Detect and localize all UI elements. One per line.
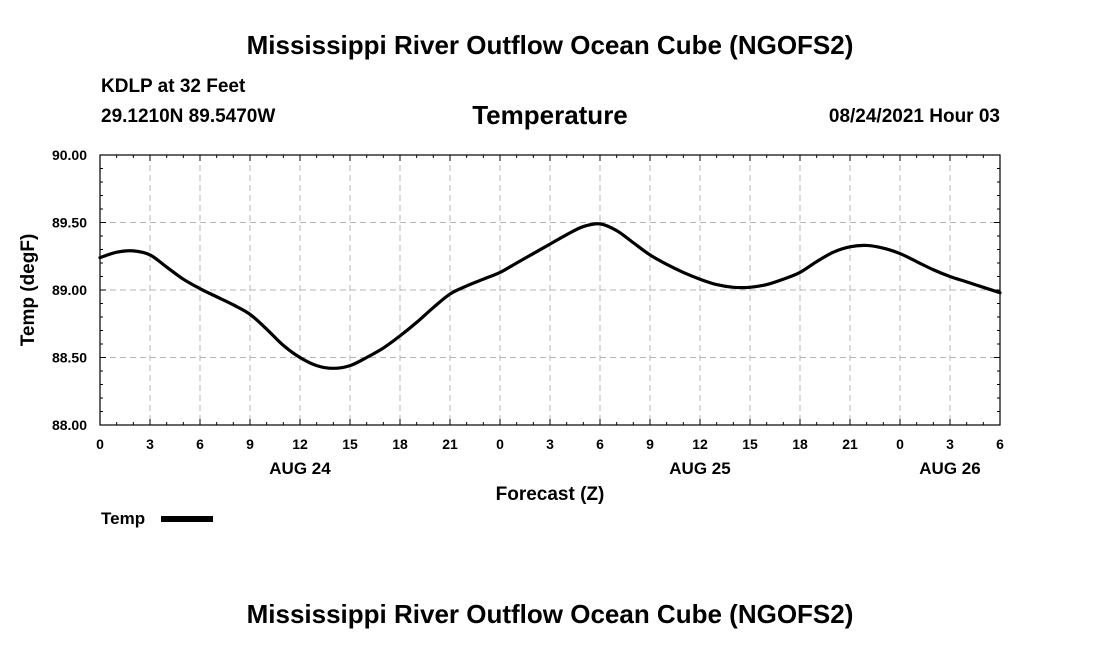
footer-title: Mississippi River Outflow Ocean Cube (NG… bbox=[246, 599, 854, 629]
axis-labels: 0 3 6 9 12 15 18 21 0 3 6 9 12 15 18 21 0 3 6 88.00 88.50 89.… bbox=[52, 147, 1004, 478]
x-tick-label: 6 bbox=[996, 436, 1004, 452]
coordinates-label: 29.1210N 89.5470W bbox=[101, 106, 276, 127]
legend-label: Temp bbox=[101, 509, 146, 528]
x-tick-label: 0 bbox=[96, 436, 104, 452]
x-tick-label: 9 bbox=[646, 436, 654, 452]
y-tick-label: 88.00 bbox=[52, 417, 87, 433]
y-tick-label: 89.50 bbox=[52, 215, 87, 231]
x-tick-label: 9 bbox=[246, 436, 254, 452]
x-tick-label: 15 bbox=[742, 436, 758, 452]
legend-swatch bbox=[161, 516, 213, 522]
x-tick-label: 21 bbox=[842, 436, 858, 452]
x-tick-label: 0 bbox=[496, 436, 504, 452]
y-tick-label: 88.50 bbox=[52, 350, 87, 366]
x-axis-title: Forecast (Z) bbox=[496, 484, 605, 505]
date-label: AUG 25 bbox=[669, 459, 730, 478]
x-tick-label: 0 bbox=[896, 436, 904, 452]
temp-series-line bbox=[98, 222, 1002, 370]
date-label: AUG 24 bbox=[269, 459, 331, 478]
datetime-label: 08/24/2021 Hour 03 bbox=[828, 106, 1000, 127]
x-tick-label: 3 bbox=[946, 436, 954, 452]
axis-ticks bbox=[99, 154, 1001, 426]
grid bbox=[100, 155, 1000, 425]
x-tick-label: 18 bbox=[392, 436, 408, 452]
x-tick-label: 21 bbox=[442, 436, 458, 452]
x-tick-label: 6 bbox=[196, 436, 204, 452]
x-tick-label: 15 bbox=[342, 436, 358, 452]
station-label: KDLP at 32 Feet bbox=[101, 76, 246, 97]
y-axis-title: Temp (degF) bbox=[18, 234, 39, 347]
y-tick-label: 89.00 bbox=[52, 282, 87, 298]
x-tick-label: 3 bbox=[546, 436, 554, 452]
date-label: AUG 26 bbox=[919, 459, 980, 478]
x-tick-label: 12 bbox=[692, 436, 708, 452]
main-title: Mississippi River Outflow Ocean Cube (NG… bbox=[246, 30, 854, 60]
x-tick-label: 3 bbox=[146, 436, 154, 452]
y-tick-label: 90.00 bbox=[52, 147, 87, 163]
x-tick-label: 6 bbox=[596, 436, 604, 452]
chart-title: Temperature bbox=[472, 100, 628, 130]
x-tick-label: 12 bbox=[292, 436, 308, 452]
x-tick-label: 18 bbox=[792, 436, 808, 452]
